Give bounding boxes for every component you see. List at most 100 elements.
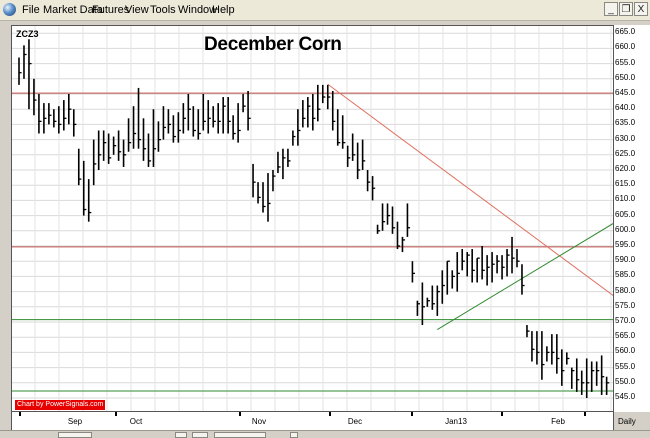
ohlc-bar <box>172 115 176 143</box>
ohlc-bar <box>132 106 137 149</box>
ohlc-bar <box>82 160 87 216</box>
restore-button[interactable]: ❐ <box>619 2 633 16</box>
y-tick-label: 660.0 <box>615 42 636 52</box>
ohlc-bar <box>521 264 525 295</box>
x-axis-tick <box>19 412 21 416</box>
interval-label[interactable]: Daily <box>618 417 636 426</box>
symbol-label: ZCZ3 <box>16 29 39 39</box>
ohlc-bar <box>506 249 510 277</box>
ohlc-bar <box>63 100 67 131</box>
ohlc-bar <box>72 109 77 137</box>
ohlc-bar <box>331 90 336 131</box>
ohlc-bar <box>356 142 361 180</box>
ohlc-bar <box>501 255 505 280</box>
toolbar-field[interactable] <box>58 432 92 438</box>
ohlc-bar <box>556 334 560 374</box>
ohlc-bar <box>167 109 171 134</box>
ohlc-bar <box>381 203 386 231</box>
chart-credit: Chart by PowerSignals.com <box>15 400 106 410</box>
ohlc-bar <box>496 255 500 274</box>
ohlc-bar <box>297 109 301 146</box>
ohlc-bar <box>321 84 326 104</box>
menu-futures[interactable]: Futures <box>92 4 130 16</box>
ohlc-bar <box>426 297 430 307</box>
ohlc-bar <box>411 261 416 283</box>
ohlc-bar <box>451 270 455 289</box>
ohlc-bar <box>48 103 52 125</box>
ohlc-bar <box>481 246 485 280</box>
ohlc-bar <box>351 133 356 161</box>
ohlc-bar <box>595 361 600 386</box>
chart-area[interactable]: ZCZ3 December Corn Chart by PowerSignals… <box>11 25 614 412</box>
y-tick-label: 630.0 <box>615 133 636 143</box>
y-tick-label: 585.0 <box>615 270 636 280</box>
minimize-button[interactable]: _ <box>604 2 618 16</box>
toolbar-button[interactable] <box>290 432 298 438</box>
menu-market-data[interactable]: Market Data <box>43 4 103 16</box>
x-tick-label: Nov <box>251 417 267 426</box>
ohlc-bar <box>28 39 32 110</box>
ohlc-bar <box>142 118 147 161</box>
ohlc-bar <box>222 97 226 134</box>
menu-help[interactable]: Help <box>212 4 235 16</box>
chart-title: December Corn <box>204 34 342 55</box>
menu-view[interactable]: View <box>125 4 149 16</box>
ohlc-bar <box>257 182 261 204</box>
ohlc-bar <box>23 45 27 79</box>
y-tick-label: 560.0 <box>615 346 636 356</box>
ohlc-bar <box>267 173 271 222</box>
toolbar-button[interactable] <box>175 432 187 438</box>
x-axis-tick <box>501 412 503 416</box>
ohlc-bar <box>252 163 256 198</box>
x-tick-label: Oct <box>129 417 143 426</box>
ohlc-bar <box>157 121 162 152</box>
ohlc-bar <box>307 97 311 128</box>
ohlc-bar <box>386 203 391 225</box>
ohlc-bar <box>565 352 570 365</box>
menu-window[interactable]: Window <box>178 4 218 16</box>
toolbar-field[interactable] <box>214 432 266 438</box>
x-tick-label: Jan13 <box>445 417 467 426</box>
ohlc-bar <box>137 87 142 149</box>
ohlc-bar <box>122 139 127 167</box>
ohlc-bar <box>366 170 371 192</box>
ohlc-bar <box>326 84 331 110</box>
ohlc-bar <box>67 94 72 125</box>
ohlc-bar <box>456 252 460 292</box>
ohlc-bar <box>192 106 196 137</box>
ohlc-bar <box>33 78 37 116</box>
ohlc-bar <box>551 334 555 365</box>
menu-bar: File Market Data Futures View Tools Wind… <box>0 0 650 21</box>
price-axis: 545.0 550.0 555.0 560.0 565.0 570.0 575.0 580.0… <box>614 25 650 412</box>
ohlc-bar <box>277 151 281 174</box>
y-tick-label: 605.0 <box>615 209 636 219</box>
ohlc-bar <box>147 133 152 167</box>
menu-file[interactable]: File <box>22 4 40 16</box>
ohlc-bar <box>466 252 470 277</box>
ohlc-bar <box>202 94 206 131</box>
ohlc-bar <box>421 282 425 326</box>
ohlc-bar <box>580 370 585 395</box>
close-button[interactable]: X <box>634 2 648 16</box>
ohlc-bar <box>97 130 102 170</box>
ohlc-bar <box>177 112 181 143</box>
x-axis-tick <box>411 412 413 416</box>
ohlc-bar <box>237 103 241 143</box>
ohlc-bar <box>127 118 132 152</box>
y-tick-label: 625.0 <box>615 148 636 158</box>
toolbar-button[interactable] <box>192 432 208 438</box>
ohlc-bar <box>272 170 276 192</box>
x-tick-label: Dec <box>347 417 363 426</box>
y-tick-label: 550.0 <box>615 376 636 386</box>
ohlc-bar <box>396 221 401 250</box>
ohlc-bar <box>217 103 221 134</box>
ohlc-bar <box>461 249 465 271</box>
ohlc-bar <box>585 358 590 398</box>
date-axis: Sep Oct Nov Dec Jan13 Feb <box>11 412 614 430</box>
menu-tools[interactable]: Tools <box>150 4 176 16</box>
y-tick-label: 590.0 <box>615 255 636 265</box>
ohlc-bar <box>590 361 595 392</box>
ohlc-bar <box>18 57 22 85</box>
app-globe-icon[interactable] <box>3 3 16 16</box>
ohlc-bar <box>570 367 575 389</box>
